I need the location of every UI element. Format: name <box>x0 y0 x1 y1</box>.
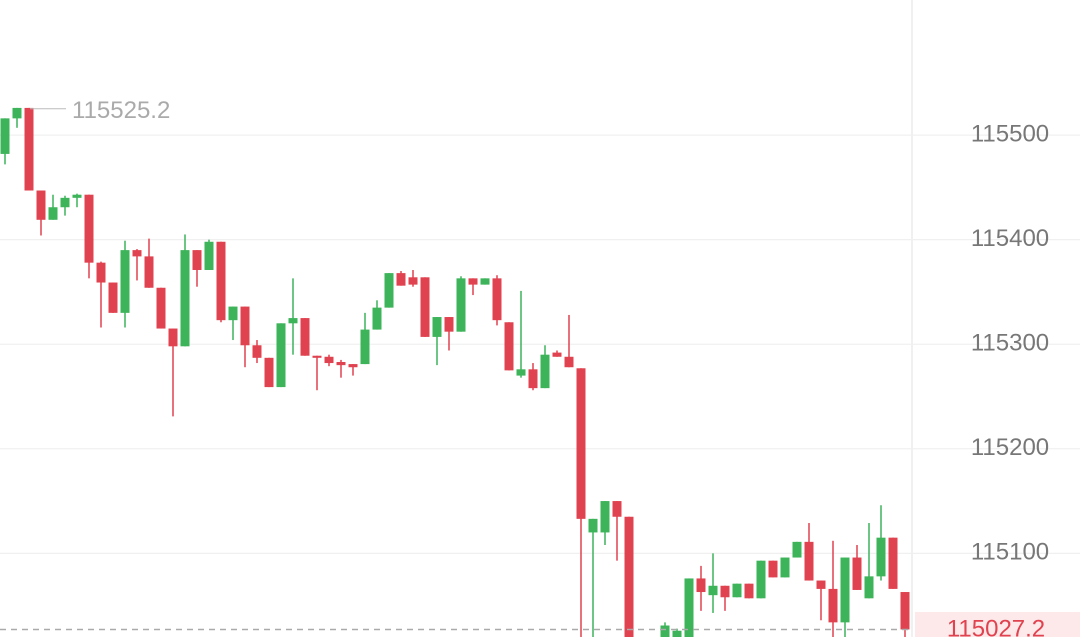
candle-body <box>552 352 562 357</box>
candle-body <box>564 356 574 368</box>
candle-body <box>72 194 82 198</box>
candle-body <box>348 364 358 368</box>
candle-body <box>420 277 430 337</box>
candle-body <box>216 241 226 321</box>
candle-body <box>732 583 742 598</box>
y-tick-label: 115400 <box>971 225 1049 252</box>
candle-body <box>156 287 166 329</box>
candle-body <box>540 354 550 389</box>
candle-body <box>96 262 106 283</box>
last-price-box <box>915 612 1080 637</box>
candle-body <box>720 585 730 598</box>
candle-body <box>192 250 202 270</box>
candle-body <box>672 630 682 637</box>
candle-body <box>492 278 502 321</box>
candle-body <box>360 329 370 365</box>
candle-body <box>24 107 34 191</box>
candle-body <box>396 273 406 286</box>
candle-body <box>852 557 862 590</box>
candle-body <box>168 328 178 347</box>
candle-body <box>612 501 622 517</box>
candle-body <box>132 250 142 257</box>
candle-body <box>144 256 154 288</box>
candle-body <box>456 278 466 332</box>
y-tick-label: 115100 <box>971 539 1049 566</box>
candle-body <box>576 368 586 519</box>
candle-body <box>0 118 10 154</box>
candle-body <box>48 207 58 220</box>
candle-body <box>756 560 766 599</box>
candle-body <box>840 557 850 623</box>
candle-body <box>372 307 382 330</box>
max-price-label: 115525.2 <box>72 97 170 124</box>
candle-body <box>588 518 598 533</box>
candle-body <box>288 318 298 324</box>
candle-body <box>468 278 478 285</box>
candle-body <box>804 541 814 581</box>
candle-body <box>336 361 346 366</box>
candle-body <box>780 557 790 578</box>
candle-body <box>600 501 610 533</box>
candle-body <box>180 250 190 347</box>
candle-body <box>60 197 70 208</box>
candle-body <box>864 576 874 599</box>
candle-body <box>624 516 634 637</box>
candle-body <box>516 369 526 376</box>
candle-body <box>768 560 778 578</box>
candle-body <box>828 588 838 623</box>
candle-body <box>228 306 238 321</box>
candle-body <box>744 583 754 599</box>
candle-body <box>300 318 310 356</box>
candle-body <box>12 107 22 119</box>
candle-body <box>276 323 286 388</box>
candle-body <box>408 277 418 285</box>
candle-body <box>708 585 718 596</box>
candle-body <box>660 625 670 637</box>
candle-body <box>384 273 394 308</box>
y-tick-label: 115200 <box>971 434 1049 461</box>
candle-body <box>36 190 46 220</box>
candle-body <box>504 322 514 371</box>
candle-body <box>324 356 334 364</box>
candle-body <box>876 537 886 577</box>
candle-body <box>816 580 826 589</box>
y-tick-label: 115500 <box>971 120 1049 147</box>
candle-body <box>444 317 454 332</box>
candle-body <box>120 250 130 313</box>
candle-body <box>900 592 910 630</box>
y-tick-label: 115300 <box>971 330 1049 357</box>
candle-body <box>528 369 538 389</box>
candle-body <box>480 278 490 285</box>
candle-body <box>888 537 898 589</box>
last-price-label: 115027.2 <box>947 615 1045 637</box>
candle-body <box>792 541 802 558</box>
candle-body <box>84 194 94 263</box>
candle-body <box>696 578 706 593</box>
candle-body <box>312 355 322 358</box>
candle-body <box>204 241 214 270</box>
candle-body <box>432 317 442 337</box>
candle-body <box>684 578 694 637</box>
candle-body <box>252 345 262 358</box>
candle-body <box>264 357 274 388</box>
candle-body <box>108 282 118 313</box>
candle-body <box>240 306 250 346</box>
